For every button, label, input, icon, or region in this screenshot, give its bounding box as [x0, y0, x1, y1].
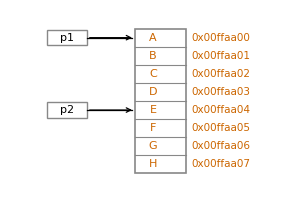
- Text: 0x00ffaa03: 0x00ffaa03: [191, 87, 250, 97]
- Text: 0x00ffaa01: 0x00ffaa01: [191, 51, 250, 61]
- Text: A: A: [149, 33, 157, 43]
- Text: 0x00ffaa04: 0x00ffaa04: [191, 105, 250, 115]
- Text: H: H: [149, 159, 157, 169]
- Bar: [47, 102, 87, 118]
- Text: G: G: [149, 141, 157, 151]
- Text: 0x00ffaa00: 0x00ffaa00: [191, 33, 250, 43]
- Text: 0x00ffaa07: 0x00ffaa07: [191, 159, 250, 169]
- Text: D: D: [149, 87, 157, 97]
- Text: p2: p2: [60, 105, 74, 115]
- Bar: [47, 30, 87, 45]
- Text: 0x00ffaa02: 0x00ffaa02: [191, 69, 250, 79]
- Bar: [135, 29, 186, 173]
- Text: 0x00ffaa06: 0x00ffaa06: [191, 141, 250, 151]
- Text: F: F: [150, 123, 156, 133]
- Text: C: C: [149, 69, 157, 79]
- Text: B: B: [149, 51, 157, 61]
- Text: 0x00ffaa05: 0x00ffaa05: [191, 123, 250, 133]
- Text: p1: p1: [60, 33, 74, 43]
- Text: E: E: [149, 105, 156, 115]
